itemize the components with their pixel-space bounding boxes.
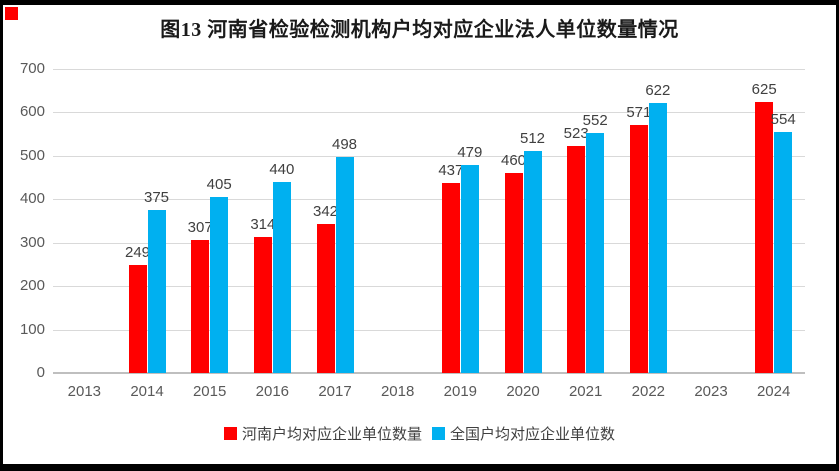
bar-value-label-henan: 523 — [563, 124, 589, 142]
bar-henan — [191, 239, 210, 373]
bar-value-label-national: 512 — [519, 129, 546, 147]
y-axis-tick-label: 700 — [19, 60, 45, 77]
gridline — [53, 112, 805, 114]
x-axis-tick-label: 2023 — [694, 383, 728, 400]
bar-value-label-henan: 249 — [124, 243, 151, 261]
legend-label: 河南户均对应企业单位数量 — [241, 426, 422, 443]
bar-value-label-henan: 571 — [626, 104, 652, 122]
y-axis-tick-label: 300 — [19, 233, 45, 251]
gridline — [53, 242, 805, 244]
y-axis-tick-label: 600 — [19, 103, 45, 121]
bar-henan — [629, 125, 648, 373]
bar-value-label-national: 440 — [269, 160, 295, 178]
x-axis-tick-label: 2017 — [318, 383, 352, 400]
chart-title: 图13 河南省检验检测机构户均对应企业法人单位数量情况 — [160, 19, 679, 41]
bar-national — [460, 164, 479, 373]
red-marker — [5, 7, 18, 20]
y-axis-tick-label: 500 — [19, 146, 45, 164]
bar-national — [272, 181, 291, 373]
bar-value-label-national: 554 — [770, 111, 796, 129]
legend-item-national: 全国户均对应企业单位数 — [432, 423, 615, 444]
bar-value-label-henan: 460 — [500, 152, 527, 170]
y-axis-tick-label: 100 — [19, 320, 45, 338]
bar-value-label-henan: 342 — [312, 203, 339, 221]
bar-national — [774, 132, 793, 373]
x-axis-tick-label: 2016 — [255, 383, 290, 400]
image-border-left — [0, 0, 3, 471]
bar-value-label-national: 622 — [645, 81, 671, 99]
x-axis-tick-label: 2020 — [506, 383, 540, 400]
bar-henan — [755, 101, 774, 373]
bar-value-label-henan: 307 — [187, 218, 213, 236]
bar-value-label-national: 375 — [143, 189, 170, 207]
legend-label: 全国户均对应企业单位数 — [450, 426, 616, 443]
bar-value-label-henan: 437 — [438, 162, 464, 180]
image-border-bottom — [0, 464, 839, 471]
bar-value-label-national: 552 — [582, 112, 608, 130]
x-axis-line — [53, 372, 805, 374]
gridline — [53, 155, 805, 157]
bar-national — [335, 156, 354, 373]
legend: 河南户均对应企业单位数量 全国户均对应企业单位数 — [0, 423, 839, 444]
bar-value-label-henan: 314 — [250, 215, 276, 233]
x-axis-tick-label: 2024 — [756, 383, 791, 400]
y-axis-tick-label: 0 — [36, 364, 45, 381]
bar-national — [210, 197, 229, 373]
bar-henan — [253, 236, 272, 373]
bar-national — [523, 150, 542, 373]
gridline — [53, 69, 805, 70]
image-border-right — [836, 0, 839, 471]
bar-henan — [128, 264, 147, 373]
bar-henan — [441, 183, 460, 373]
bar-national — [586, 133, 605, 373]
bar-henan — [316, 224, 335, 373]
bar-value-label-national: 479 — [457, 143, 483, 161]
legend-item-henan: 河南户均对应企业单位数量 — [223, 423, 422, 444]
x-axis-tick-label: 2014 — [130, 383, 164, 400]
image-border-top — [0, 0, 839, 5]
y-axis-tick-label: 400 — [19, 190, 45, 208]
x-axis-tick-label: 2018 — [380, 383, 415, 400]
bar-henan — [504, 173, 523, 373]
bar-value-label-national: 498 — [331, 135, 358, 153]
bar-henan — [567, 145, 586, 373]
x-axis-tick-label: 2013 — [67, 383, 102, 400]
bar-value-label-henan: 625 — [751, 80, 777, 98]
gridline — [53, 329, 805, 331]
bar-value-label-national: 405 — [206, 176, 232, 194]
gridline — [53, 286, 805, 288]
x-axis-tick-label: 2015 — [192, 383, 227, 400]
legend-swatch-national — [432, 427, 445, 440]
bar-national — [648, 102, 667, 373]
legend-swatch-henan — [223, 427, 237, 440]
gridline — [53, 199, 805, 201]
x-axis-tick-label: 2019 — [443, 383, 478, 400]
x-axis-tick-label: 2022 — [631, 383, 666, 400]
bar-national — [147, 210, 166, 373]
y-axis-tick-label: 200 — [19, 277, 45, 295]
x-axis-tick-label: 2021 — [568, 383, 603, 400]
